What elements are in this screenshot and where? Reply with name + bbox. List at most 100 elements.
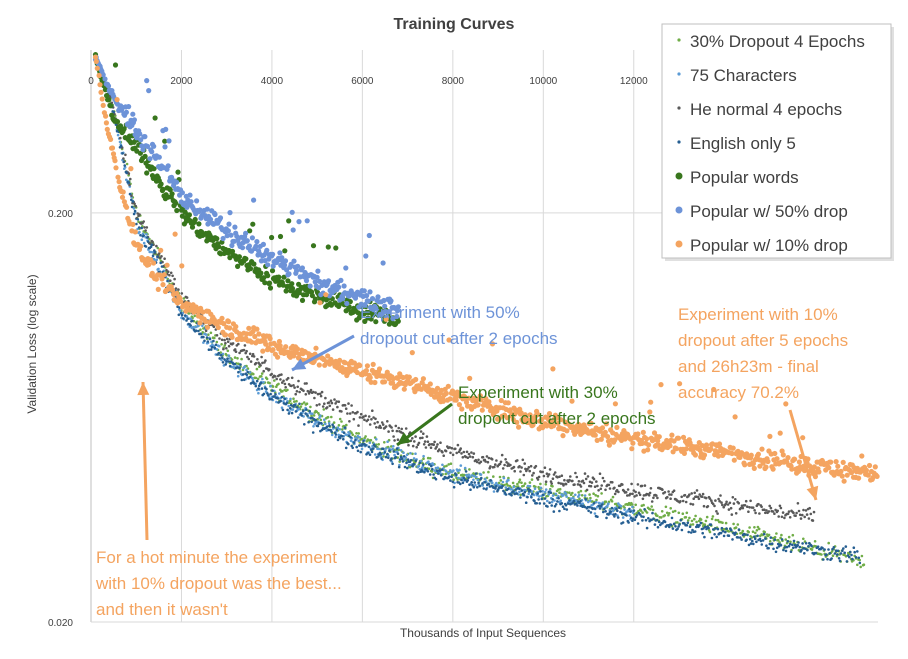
legend-item: Popular w/ 50% drop (690, 202, 848, 221)
data-point (628, 507, 631, 511)
data-point (406, 374, 412, 380)
data-point (94, 65, 100, 71)
data-point (371, 409, 374, 413)
data-point (565, 495, 568, 498)
data-point (296, 385, 300, 389)
data-point (463, 473, 466, 477)
data-point (801, 513, 804, 517)
data-point (237, 342, 240, 346)
data-point (685, 524, 689, 527)
data-point (507, 476, 510, 480)
data-point (185, 296, 189, 299)
data-point (588, 493, 591, 496)
data-point (396, 452, 400, 456)
data-point (657, 520, 661, 524)
data-point (292, 397, 295, 401)
data-point (409, 458, 413, 462)
data-point (394, 313, 400, 320)
data-point (773, 512, 776, 515)
data-point (551, 498, 554, 501)
data-point (831, 547, 834, 551)
data-point (641, 497, 645, 501)
data-point (252, 372, 255, 376)
data-point (340, 420, 343, 423)
data-point (668, 493, 671, 496)
data-point (435, 445, 438, 449)
data-point (145, 233, 148, 236)
data-point (669, 497, 672, 501)
data-point (248, 371, 252, 374)
data-point (479, 407, 485, 413)
data-point (518, 478, 522, 482)
data-point (487, 470, 490, 474)
data-point (677, 381, 683, 387)
data-point (569, 398, 575, 404)
x-tick-label: 4000 (261, 76, 284, 87)
data-point (664, 505, 668, 509)
data-point (260, 355, 263, 359)
data-point (496, 488, 500, 491)
data-point (689, 531, 693, 534)
data-point (573, 483, 576, 486)
data-point (464, 455, 468, 459)
data-point (345, 423, 348, 427)
data-point (670, 493, 673, 496)
data-point (798, 545, 802, 549)
data-point (178, 299, 184, 305)
data-point (155, 258, 158, 262)
data-point (512, 485, 516, 489)
data-point (677, 511, 681, 515)
data-point (329, 399, 333, 403)
data-point (189, 324, 192, 327)
data-point (349, 436, 352, 439)
data-point (105, 83, 112, 89)
data-point (395, 304, 401, 310)
data-point (533, 499, 536, 503)
data-point (460, 478, 463, 482)
data-point (600, 492, 603, 495)
data-point (743, 533, 747, 536)
annotation-line: Experiment with 50% (360, 303, 520, 322)
data-point (743, 504, 747, 507)
data-point (102, 76, 108, 82)
data-point (538, 502, 542, 505)
data-point (354, 369, 360, 376)
data-point (567, 496, 570, 500)
data-point (564, 482, 568, 486)
x-tick-label: 10000 (529, 76, 557, 87)
data-point (381, 423, 385, 426)
data-point (250, 221, 256, 227)
data-point (544, 488, 548, 491)
data-point (282, 379, 285, 383)
data-point (505, 461, 508, 464)
data-point (318, 403, 321, 406)
data-point (650, 505, 653, 508)
data-point (207, 348, 211, 352)
data-point (226, 349, 230, 353)
data-point (628, 514, 631, 517)
data-point (156, 154, 162, 160)
data-point (248, 375, 252, 379)
data-point (504, 486, 508, 489)
data-point (349, 439, 353, 443)
data-point (582, 481, 586, 485)
data-point (741, 506, 745, 510)
legend-marker (675, 172, 683, 180)
data-point (659, 516, 663, 519)
data-point (261, 377, 264, 381)
data-point (606, 442, 613, 448)
data-point (270, 397, 274, 401)
data-point (163, 126, 169, 132)
data-point (397, 465, 401, 469)
data-point (809, 512, 813, 516)
data-point (645, 511, 649, 514)
data-point (222, 347, 225, 351)
data-point (121, 152, 124, 155)
data-point (787, 510, 791, 513)
data-point (315, 268, 321, 274)
data-point (652, 517, 655, 520)
data-point (841, 478, 847, 484)
data-point (564, 428, 570, 434)
data-point (406, 458, 410, 461)
